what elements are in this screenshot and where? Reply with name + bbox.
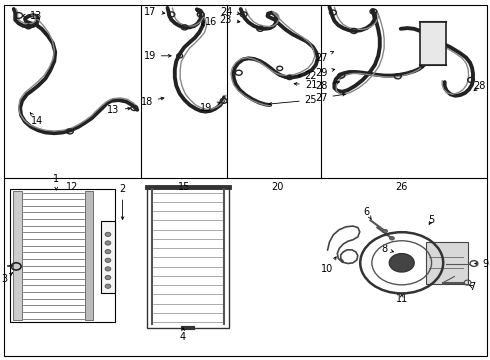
Text: 3: 3 — [1, 273, 13, 284]
Bar — [100, 221, 115, 293]
Circle shape — [105, 267, 111, 271]
Text: 19: 19 — [144, 51, 171, 61]
Text: 24: 24 — [220, 6, 240, 17]
Text: 14: 14 — [30, 113, 43, 126]
Text: 13: 13 — [107, 105, 131, 115]
Text: 25: 25 — [269, 95, 317, 105]
Circle shape — [389, 253, 414, 272]
Circle shape — [105, 284, 111, 288]
Text: 9: 9 — [475, 258, 489, 269]
Text: 15: 15 — [178, 182, 191, 192]
Text: 1: 1 — [53, 174, 59, 190]
Text: 27: 27 — [315, 93, 345, 103]
Text: 11: 11 — [395, 294, 408, 304]
Circle shape — [105, 241, 111, 245]
Circle shape — [105, 275, 111, 280]
Text: 4: 4 — [180, 328, 186, 342]
Circle shape — [383, 229, 388, 233]
Bar — [85, 191, 93, 320]
Bar — [13, 191, 22, 320]
Text: 17: 17 — [145, 6, 165, 17]
Text: 2: 2 — [120, 184, 126, 220]
Text: 19: 19 — [200, 102, 220, 113]
Text: 6: 6 — [364, 207, 371, 220]
Circle shape — [105, 258, 111, 262]
Bar — [147, 187, 229, 328]
Text: 20: 20 — [271, 182, 284, 192]
Text: 22: 22 — [298, 71, 317, 81]
Circle shape — [105, 249, 111, 254]
Bar — [420, 22, 445, 65]
Text: 29: 29 — [315, 68, 335, 78]
Text: 5: 5 — [429, 215, 435, 225]
Circle shape — [105, 232, 111, 237]
Circle shape — [390, 237, 394, 240]
Text: 26: 26 — [395, 182, 408, 192]
Text: 8: 8 — [381, 244, 393, 254]
Text: 13: 13 — [23, 11, 42, 21]
Text: 28: 28 — [315, 81, 340, 91]
Text: 28: 28 — [474, 81, 486, 91]
Text: 12: 12 — [66, 182, 78, 192]
Text: 7: 7 — [469, 282, 475, 292]
Text: 10: 10 — [321, 257, 336, 274]
Bar — [10, 189, 115, 322]
Text: 27: 27 — [315, 51, 334, 63]
Text: 18: 18 — [141, 96, 164, 107]
Text: 23: 23 — [220, 15, 240, 25]
Bar — [426, 242, 467, 284]
Text: 21: 21 — [294, 80, 317, 90]
Text: 16: 16 — [201, 17, 218, 27]
